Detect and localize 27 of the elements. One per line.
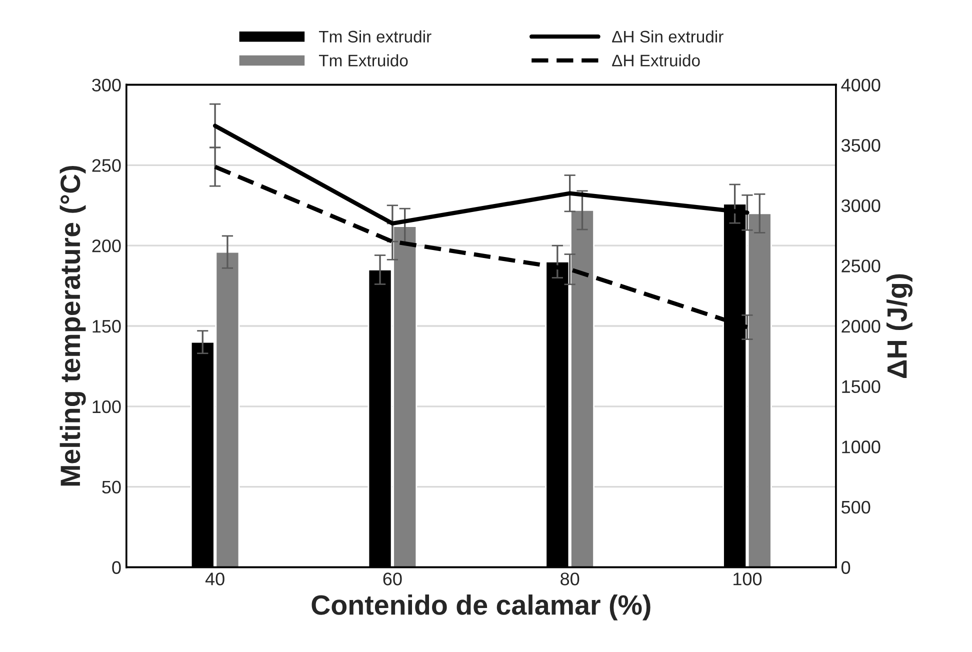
x-tick-label: 80 — [560, 572, 580, 586]
y2-tick-label: 500 — [842, 500, 870, 514]
y-tick-label: 150 — [92, 320, 121, 333]
y2-tick-label: 1000 — [842, 440, 880, 454]
x-tick-label: 100 — [734, 572, 762, 586]
legend-label: Tm Sin extrudir — [318, 30, 432, 43]
x-tick-label: 40 — [205, 572, 224, 586]
y2-axis-title: ΔH (J/g) — [886, 274, 913, 378]
y2-tick-label: 3000 — [841, 199, 880, 212]
y-tick-label: 300 — [92, 78, 121, 92]
y-tick-label: 0 — [112, 561, 121, 574]
y2-tick-label: 2000 — [842, 320, 880, 333]
legend-label: Tm Extruido — [318, 54, 408, 66]
y-tick-label: 250 — [92, 159, 121, 172]
x-axis-title: Contenido de calamar (%) — [312, 594, 650, 620]
y-tick-label: 100 — [92, 400, 121, 414]
y-tick-label: 50 — [102, 480, 121, 494]
y2-tick-label: 3500 — [841, 139, 880, 152]
y2-tick-label: 1500 — [842, 380, 880, 394]
x-tick-label: 60 — [383, 572, 402, 586]
y-tick-label: 200 — [92, 240, 121, 252]
y2-tick-label: 2500 — [842, 260, 880, 272]
y2-tick-label: 4000 — [841, 78, 880, 92]
y-axis-title: Melting temperature (°C) — [60, 166, 86, 486]
legend-label: ΔH Sin extrudir — [612, 30, 724, 43]
legend-label: ΔH Extruido — [612, 54, 700, 66]
y2-tick-label: 0 — [841, 561, 850, 574]
